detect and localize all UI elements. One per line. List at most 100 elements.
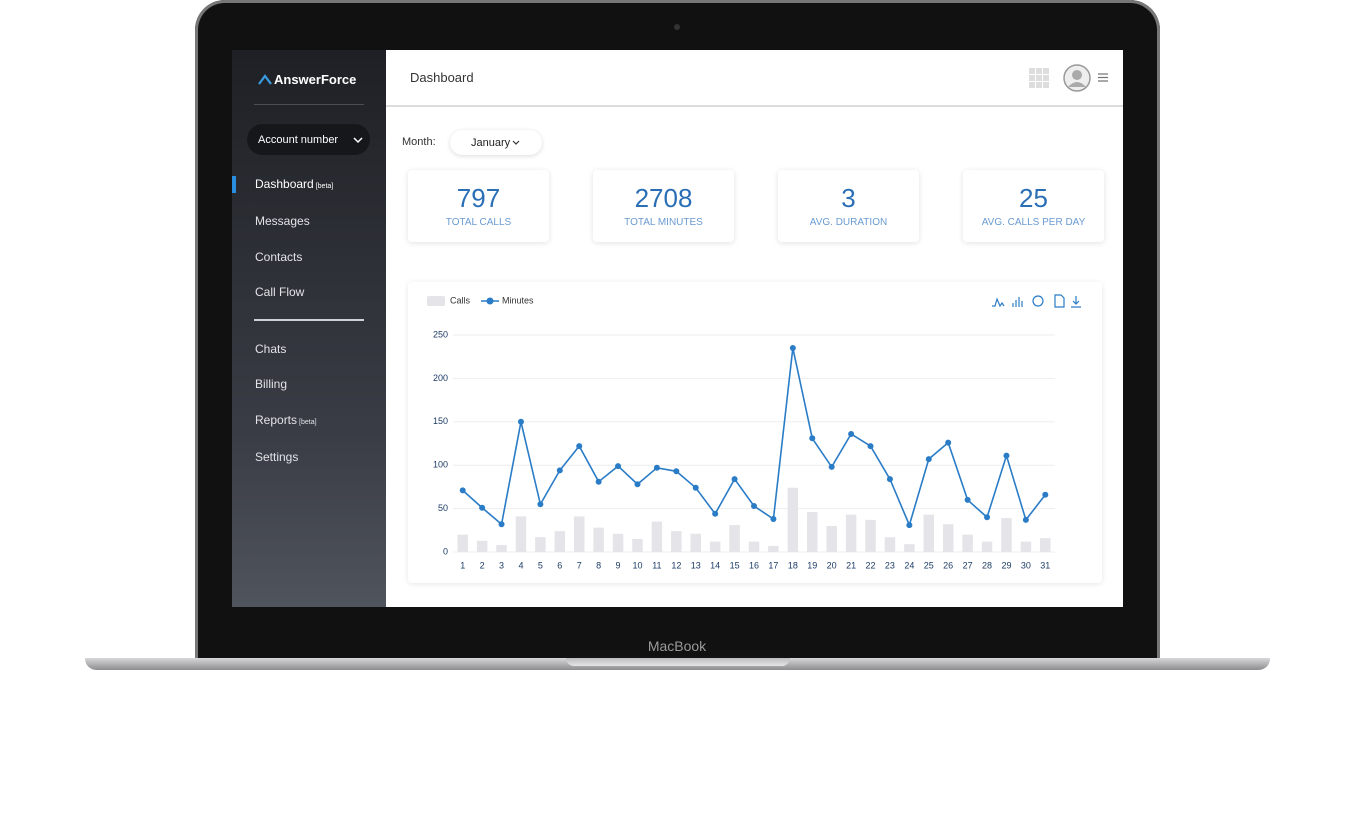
point bbox=[828, 463, 835, 470]
point bbox=[517, 418, 524, 425]
y-tick-label: 0 bbox=[443, 546, 448, 556]
point bbox=[576, 443, 583, 450]
point bbox=[498, 521, 505, 528]
stat-value: 2708 bbox=[634, 183, 693, 213]
legend-swatch bbox=[427, 296, 445, 306]
bar bbox=[535, 537, 546, 552]
bar bbox=[515, 516, 527, 552]
nav-tag: [beta] bbox=[315, 183, 334, 190]
nav-item[interactable]: Messages bbox=[255, 214, 310, 228]
nav-item[interactable]: Contacts bbox=[255, 250, 302, 264]
legend-dot bbox=[486, 297, 494, 305]
point bbox=[459, 487, 466, 494]
stat-value: 797 bbox=[456, 183, 501, 213]
nav-item[interactable]: Chats bbox=[255, 342, 286, 356]
stat-value: 25 bbox=[1019, 183, 1048, 213]
account-select[interactable] bbox=[247, 124, 370, 155]
point bbox=[653, 464, 660, 471]
x-tick-label: 6 bbox=[557, 560, 562, 570]
point bbox=[886, 476, 893, 483]
bar bbox=[1040, 538, 1051, 552]
nav-label: Billing bbox=[255, 377, 288, 391]
x-tick-label: 31 bbox=[1040, 560, 1050, 570]
point bbox=[537, 501, 544, 508]
nav-item[interactable]: Reports [beta] bbox=[255, 413, 317, 427]
month-value: January bbox=[471, 137, 511, 149]
x-tick-label: 19 bbox=[807, 560, 817, 570]
nav-item[interactable]: Call Flow bbox=[255, 285, 304, 299]
x-tick-label: 22 bbox=[866, 560, 876, 570]
bar bbox=[709, 541, 721, 552]
point bbox=[945, 439, 952, 446]
camera bbox=[674, 24, 680, 30]
header-title: Dashboard bbox=[410, 70, 474, 85]
bar bbox=[573, 516, 585, 552]
nav-label: Call Flow bbox=[255, 285, 305, 299]
line-icon[interactable] bbox=[992, 297, 1005, 308]
stat-value: 3 bbox=[841, 183, 856, 213]
nav-label: Contacts bbox=[255, 250, 303, 264]
point bbox=[906, 522, 913, 529]
point bbox=[925, 456, 932, 463]
x-tick-label: 5 bbox=[538, 560, 543, 570]
x-tick-label: 14 bbox=[710, 560, 720, 570]
nav-item[interactable]: Dashboard [beta] bbox=[255, 177, 333, 191]
point bbox=[731, 476, 738, 483]
bar bbox=[865, 519, 876, 552]
bar bbox=[632, 538, 643, 552]
bar bbox=[981, 541, 993, 552]
x-tick-label: 17 bbox=[768, 560, 778, 570]
point bbox=[770, 516, 777, 523]
point bbox=[479, 504, 486, 511]
toolbar bbox=[992, 294, 1081, 308]
bar bbox=[768, 545, 779, 552]
x-tick-label: 27 bbox=[963, 560, 973, 570]
bar-icon[interactable] bbox=[1012, 297, 1023, 307]
y-tick-label: 200 bbox=[433, 373, 448, 383]
point bbox=[712, 510, 719, 517]
y-tick-label: 250 bbox=[433, 329, 448, 339]
base-notch bbox=[566, 658, 790, 666]
point bbox=[595, 478, 602, 485]
x-tick-label: 29 bbox=[1001, 560, 1011, 570]
bar bbox=[923, 514, 935, 552]
header-border bbox=[386, 105, 1123, 107]
bar bbox=[729, 525, 740, 552]
x-tick-label: 20 bbox=[827, 560, 837, 570]
x-tick-label: 11 bbox=[652, 560, 661, 570]
nav-label: Chats bbox=[255, 342, 287, 356]
nav-label: Settings bbox=[255, 450, 299, 464]
device-label: MacBook bbox=[647, 638, 707, 654]
x-tick-label: 7 bbox=[577, 560, 582, 570]
avatar[interactable] bbox=[1063, 64, 1091, 92]
bar bbox=[787, 487, 799, 552]
point bbox=[1042, 491, 1049, 498]
filter-label: Month: bbox=[402, 136, 436, 148]
point bbox=[615, 463, 622, 470]
refresh-icon[interactable] bbox=[1032, 295, 1044, 307]
x-tick-label: 18 bbox=[788, 560, 798, 570]
divider bbox=[254, 104, 364, 105]
chevron bbox=[353, 137, 363, 144]
nav-item[interactable]: Settings bbox=[255, 450, 298, 464]
download-icon[interactable] bbox=[1071, 296, 1081, 308]
x-tick-label: 13 bbox=[691, 560, 701, 570]
logo-icon bbox=[258, 74, 272, 85]
menu-icon[interactable] bbox=[1098, 73, 1108, 82]
data-icon[interactable] bbox=[1054, 294, 1065, 308]
x-tick-label: 8 bbox=[596, 560, 601, 570]
y-tick-label: 50 bbox=[438, 503, 448, 513]
x-tick-label: 4 bbox=[518, 560, 523, 570]
point bbox=[984, 514, 991, 521]
x-tick-label: 9 bbox=[616, 560, 621, 570]
nav-item[interactable]: Billing bbox=[255, 377, 287, 391]
bar bbox=[942, 524, 954, 552]
bar bbox=[1020, 541, 1032, 552]
stat-label: TOTAL CALLS bbox=[445, 217, 512, 228]
point bbox=[867, 443, 874, 450]
apps-icon[interactable] bbox=[1029, 68, 1049, 88]
legend-label: Calls bbox=[450, 295, 471, 305]
nav-label: Messages bbox=[255, 214, 310, 228]
point bbox=[848, 430, 855, 437]
